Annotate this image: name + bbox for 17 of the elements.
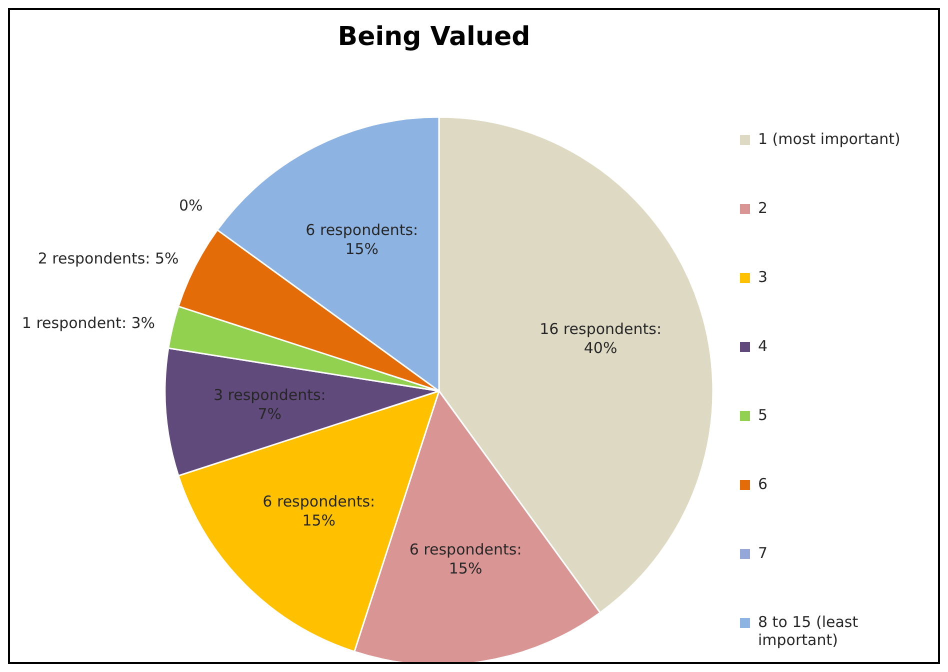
data-label: 6 respondents: 15% bbox=[306, 221, 418, 258]
chart-title: Being Valued bbox=[336, 22, 532, 52]
legend-label: 1 (most important) bbox=[758, 130, 900, 148]
data-label: 3 respondents: 7% bbox=[213, 386, 326, 423]
data-label: 1 respondent: 3% bbox=[22, 314, 156, 332]
data-label: 16 respondents: 40% bbox=[540, 320, 662, 358]
legend-label: 6 bbox=[758, 475, 768, 493]
legend-label: 2 bbox=[758, 199, 768, 217]
data-label: 6 respondents: 15% bbox=[262, 492, 376, 530]
data-label: 2 respondents: 5% bbox=[38, 249, 179, 268]
legend-label: 3 bbox=[758, 268, 768, 286]
data-label: 6 respondents: 15% bbox=[409, 540, 522, 578]
legend-label: 4 bbox=[758, 337, 768, 355]
legend-label: 5 bbox=[758, 406, 768, 424]
legend-label: 7 bbox=[758, 544, 768, 562]
text: 0% bbox=[178, 196, 203, 214]
legend-label: 8 to 15 (least important) bbox=[758, 613, 860, 649]
